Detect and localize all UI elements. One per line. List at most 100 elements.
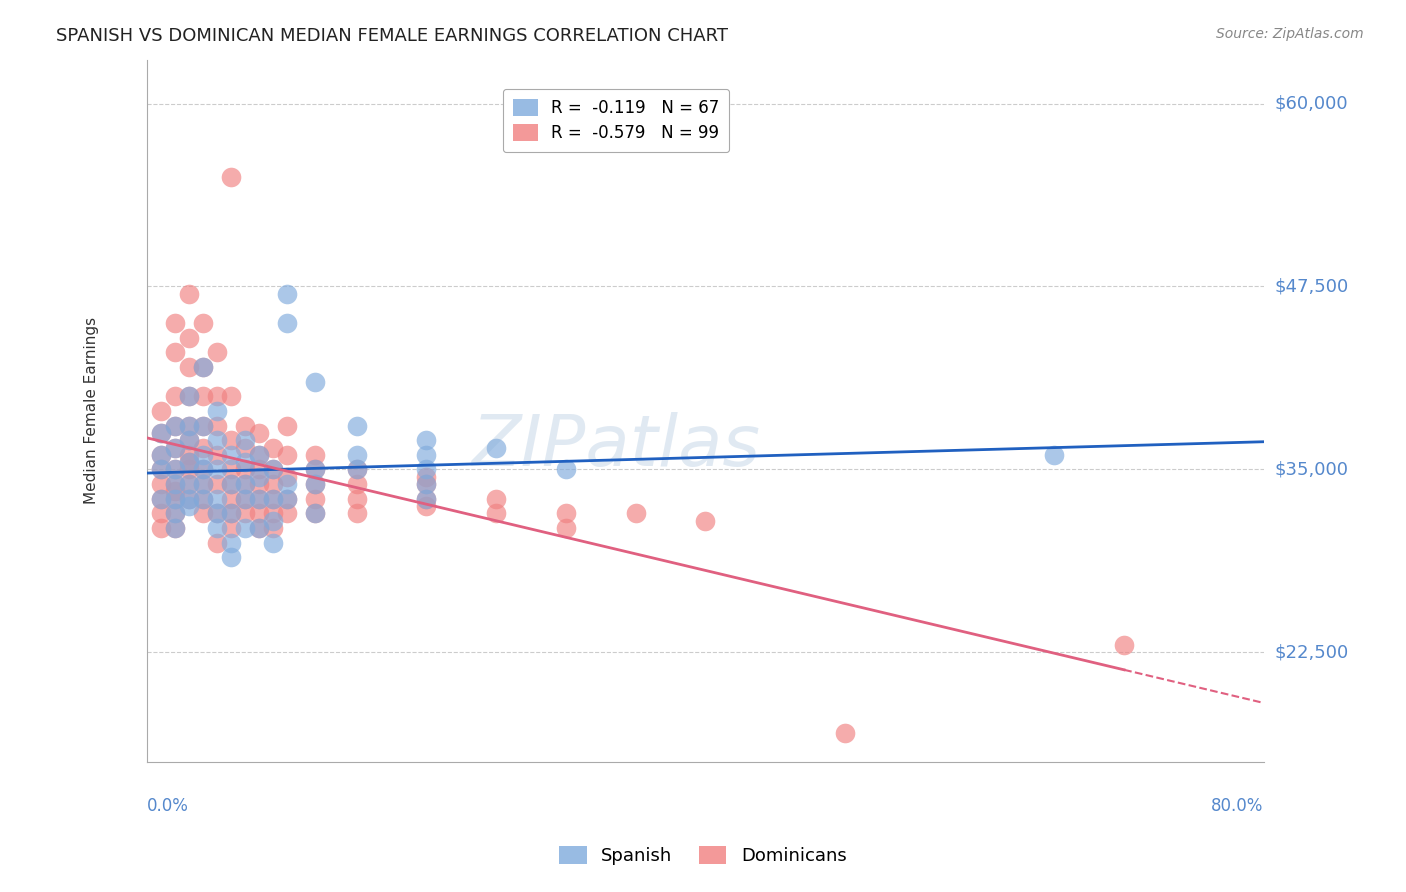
Point <box>346 448 368 462</box>
Point <box>276 491 298 506</box>
Point <box>165 441 187 455</box>
Point <box>205 433 228 447</box>
Text: ZIPatlas: ZIPatlas <box>471 411 761 481</box>
Point <box>150 491 173 506</box>
Point <box>247 491 270 506</box>
Point <box>191 491 214 506</box>
Point <box>179 359 201 374</box>
Point <box>165 316 187 330</box>
Point <box>346 477 368 491</box>
Point <box>304 477 326 491</box>
Point <box>219 433 242 447</box>
Point <box>179 455 201 469</box>
Point <box>150 462 173 476</box>
Point <box>179 433 201 447</box>
Point <box>205 448 228 462</box>
Point <box>262 462 284 476</box>
Point <box>304 491 326 506</box>
Point <box>276 448 298 462</box>
Point <box>205 491 228 506</box>
Point <box>233 462 256 476</box>
Text: SPANISH VS DOMINICAN MEDIAN FEMALE EARNINGS CORRELATION CHART: SPANISH VS DOMINICAN MEDIAN FEMALE EARNI… <box>56 27 728 45</box>
Point <box>233 491 256 506</box>
Point <box>150 425 173 440</box>
Point <box>415 491 437 506</box>
Point <box>205 345 228 359</box>
Point <box>233 491 256 506</box>
Point <box>247 477 270 491</box>
Point <box>191 491 214 506</box>
Point <box>165 418 187 433</box>
Point <box>150 404 173 418</box>
Point <box>219 550 242 565</box>
Point <box>262 521 284 535</box>
Text: $47,500: $47,500 <box>1275 277 1350 295</box>
Point <box>179 462 201 476</box>
Point <box>179 448 201 462</box>
Point <box>150 448 173 462</box>
Point <box>219 507 242 521</box>
Point <box>179 389 201 403</box>
Point <box>415 448 437 462</box>
Point <box>346 491 368 506</box>
Point <box>150 521 173 535</box>
Point <box>179 433 201 447</box>
Point <box>179 499 201 513</box>
Point <box>150 491 173 506</box>
Point <box>191 359 214 374</box>
Point <box>165 462 187 476</box>
Text: Median Female Earnings: Median Female Earnings <box>84 318 98 505</box>
Point <box>415 491 437 506</box>
Point <box>165 462 187 476</box>
Point <box>191 316 214 330</box>
Point <box>485 507 508 521</box>
Point <box>346 462 368 476</box>
Point <box>179 389 201 403</box>
Point <box>262 491 284 506</box>
Point <box>219 521 242 535</box>
Point <box>179 331 201 345</box>
Point <box>247 425 270 440</box>
Point <box>276 491 298 506</box>
Point <box>219 448 242 462</box>
Point <box>219 462 242 476</box>
Point <box>415 499 437 513</box>
Text: $60,000: $60,000 <box>1275 95 1348 112</box>
Point <box>179 477 201 491</box>
Point <box>150 477 173 491</box>
Point <box>276 286 298 301</box>
Point <box>304 462 326 476</box>
Point <box>276 470 298 484</box>
Legend: R =  -0.119   N = 67, R =  -0.579   N = 99: R = -0.119 N = 67, R = -0.579 N = 99 <box>503 89 730 152</box>
Point <box>233 477 256 491</box>
Point <box>191 477 214 491</box>
Point <box>555 507 578 521</box>
Point <box>415 477 437 491</box>
Point <box>205 404 228 418</box>
Point <box>179 491 201 506</box>
Point <box>233 507 256 521</box>
Point <box>276 507 298 521</box>
Point <box>247 448 270 462</box>
Point <box>165 477 187 491</box>
Point <box>191 462 214 476</box>
Point <box>219 389 242 403</box>
Point <box>205 418 228 433</box>
Point <box>262 441 284 455</box>
Point <box>624 507 647 521</box>
Point <box>276 316 298 330</box>
Point <box>1114 638 1136 652</box>
Point <box>191 418 214 433</box>
Point <box>233 433 256 447</box>
Point <box>179 491 201 506</box>
Point <box>415 477 437 491</box>
Text: 80.0%: 80.0% <box>1212 797 1264 815</box>
Point <box>247 491 270 506</box>
Point <box>262 477 284 491</box>
Point <box>346 418 368 433</box>
Point <box>150 448 173 462</box>
Point <box>165 477 187 491</box>
Point <box>205 389 228 403</box>
Point <box>165 491 187 506</box>
Point <box>205 535 228 549</box>
